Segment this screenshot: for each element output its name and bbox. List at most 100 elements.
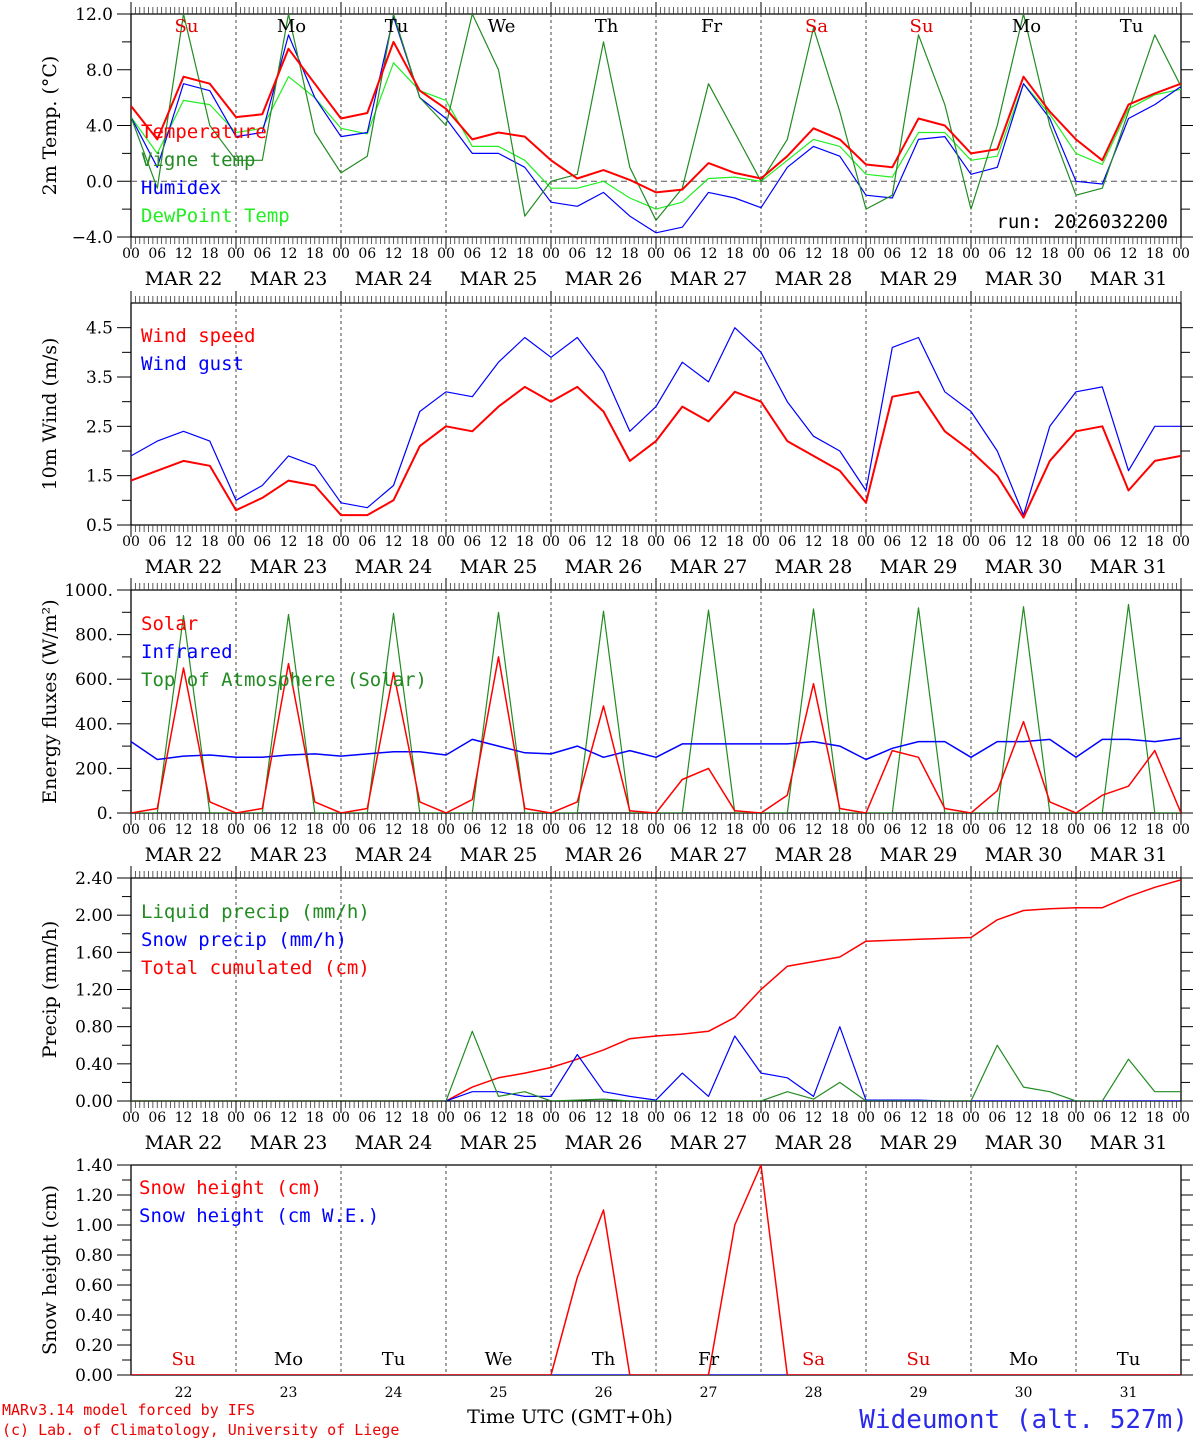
- hour-tick-label: 12: [1120, 1110, 1138, 1126]
- date-label: MAR 24: [355, 556, 433, 578]
- hour-tick-label: 12: [1015, 534, 1033, 550]
- hour-tick-label: 00: [122, 822, 140, 838]
- hour-tick-label: 00: [542, 822, 560, 838]
- day-number-label: 29: [910, 1385, 928, 1401]
- legend-entry: Top of Atmosphere (Solar): [141, 669, 427, 691]
- hour-tick-label: 06: [778, 822, 796, 838]
- weekday-label: Fr: [698, 1349, 719, 1370]
- panel-10m-wind: 0.5 1.5 2.5 3.5 4.5 10m Wind (m/s) 00 06 12 18 00 0…: [39, 291, 1193, 578]
- hour-tick-label: 12: [700, 822, 718, 838]
- hour-tick-label: 00: [542, 1110, 560, 1126]
- hour-tick-label: 18: [936, 246, 954, 262]
- weekday-label: Sa: [802, 1349, 825, 1370]
- hour-tick-label: 18: [201, 534, 219, 550]
- weekday-label: Su: [172, 1349, 196, 1370]
- y-tick-label: 4.5: [86, 319, 113, 339]
- legend-entry: Infrared: [141, 641, 233, 663]
- weekday-label: Tu: [1120, 16, 1144, 37]
- date-label: MAR 26: [565, 556, 643, 578]
- date-label: MAR 23: [250, 556, 328, 578]
- hour-tick-label: 12: [280, 1110, 298, 1126]
- hour-tick-label: 00: [227, 534, 245, 550]
- legend-entry: Vigne temp: [141, 149, 255, 171]
- series-line-liquid-precip-mm-h-: [131, 1030, 1181, 1101]
- hour-tick-label: 00: [647, 246, 665, 262]
- copyright: (c) Lab. of Climatology, University of L…: [2, 1421, 399, 1439]
- y-tick-label: 200.: [75, 759, 113, 779]
- y-tick-label: 1.5: [86, 467, 113, 487]
- date-label: MAR 24: [355, 1132, 433, 1154]
- hour-tick-label: 00: [962, 534, 980, 550]
- y-tick-label: 0.5: [86, 516, 113, 536]
- hour-tick-label: 00: [542, 534, 560, 550]
- y-tick-label: 0.40: [75, 1055, 113, 1075]
- hour-tick-label: 00: [1172, 1110, 1190, 1126]
- hour-tick-label: 12: [175, 246, 193, 262]
- weekday-label: We: [488, 16, 516, 37]
- hour-tick-label: 18: [621, 534, 639, 550]
- hour-tick-label: 06: [463, 246, 481, 262]
- hour-tick-label: 06: [883, 534, 901, 550]
- hour-tick-label: 00: [437, 822, 455, 838]
- hour-tick-label: 00: [437, 534, 455, 550]
- hour-tick-label: 06: [358, 534, 376, 550]
- legend-entry: Snow precip (mm/h): [141, 929, 347, 951]
- y-tick-label: 0.60: [75, 1276, 113, 1296]
- y-tick-label: 4.0: [86, 117, 113, 137]
- hour-tick-label: 12: [385, 246, 403, 262]
- date-label: MAR 28: [775, 556, 853, 578]
- weekday-label: Fr: [701, 16, 722, 37]
- hour-tick-label: 12: [280, 246, 298, 262]
- hour-tick-label: 12: [490, 822, 508, 838]
- x-axis-title: Time UTC (GMT+0h): [467, 1406, 673, 1428]
- hour-tick-label: 12: [805, 246, 823, 262]
- hour-tick-label: 18: [1146, 1110, 1164, 1126]
- hour-tick-label: 12: [490, 246, 508, 262]
- day-number-label: 25: [490, 1385, 508, 1401]
- hour-tick-label: 18: [1146, 246, 1164, 262]
- date-label: MAR 26: [565, 268, 643, 290]
- hour-tick-label: 06: [673, 1110, 691, 1126]
- hour-tick-label: 00: [857, 534, 875, 550]
- hour-tick-label: 06: [778, 246, 796, 262]
- hour-tick-label: 18: [621, 246, 639, 262]
- hour-tick-label: 00: [647, 1110, 665, 1126]
- hour-tick-label: 06: [358, 822, 376, 838]
- hour-tick-label: 12: [805, 822, 823, 838]
- hour-tick-label: 06: [568, 1110, 586, 1126]
- date-label: MAR 23: [250, 1132, 328, 1154]
- day-number-label: 30: [1015, 1385, 1033, 1401]
- weekday-label: Mo: [1009, 1349, 1038, 1370]
- hour-tick-label: 12: [385, 1110, 403, 1126]
- hour-tick-label: 18: [831, 822, 849, 838]
- day-number-label: 22: [175, 1385, 193, 1401]
- date-label: MAR 31: [1090, 844, 1168, 866]
- hour-tick-label: 00: [227, 1110, 245, 1126]
- series-line-humidex: [131, 16, 1181, 234]
- hour-tick-label: 00: [752, 246, 770, 262]
- hour-tick-label: 18: [516, 1110, 534, 1126]
- y-axis-label: 2m Temp. (°C): [39, 56, 61, 196]
- hour-tick-label: 00: [227, 822, 245, 838]
- hour-tick-label: 18: [726, 246, 744, 262]
- hour-tick-label: 00: [122, 246, 140, 262]
- y-tick-label: 1000.: [64, 581, 113, 601]
- series-line-vigne-temp: [131, 14, 1181, 221]
- y-tick-label: 2.5: [86, 417, 113, 437]
- hour-tick-label: 06: [673, 822, 691, 838]
- hour-tick-label: 12: [1120, 822, 1138, 838]
- hour-tick-label: 12: [910, 246, 928, 262]
- hour-tick-label: 06: [568, 822, 586, 838]
- y-tick-label: 0.20: [75, 1336, 113, 1356]
- hour-tick-label: 06: [1093, 534, 1111, 550]
- hour-tick-label: 00: [122, 534, 140, 550]
- date-label: MAR 25: [460, 844, 538, 866]
- hour-tick-label: 18: [516, 534, 534, 550]
- series-line-snow-precip-mm-h-: [131, 1026, 1181, 1101]
- hour-tick-label: 12: [1015, 246, 1033, 262]
- hour-tick-label: 06: [463, 534, 481, 550]
- hour-tick-label: 18: [1146, 822, 1164, 838]
- y-tick-label: 1.20: [75, 1186, 113, 1206]
- weekday-label: Su: [910, 16, 934, 37]
- hour-tick-label: 12: [175, 1110, 193, 1126]
